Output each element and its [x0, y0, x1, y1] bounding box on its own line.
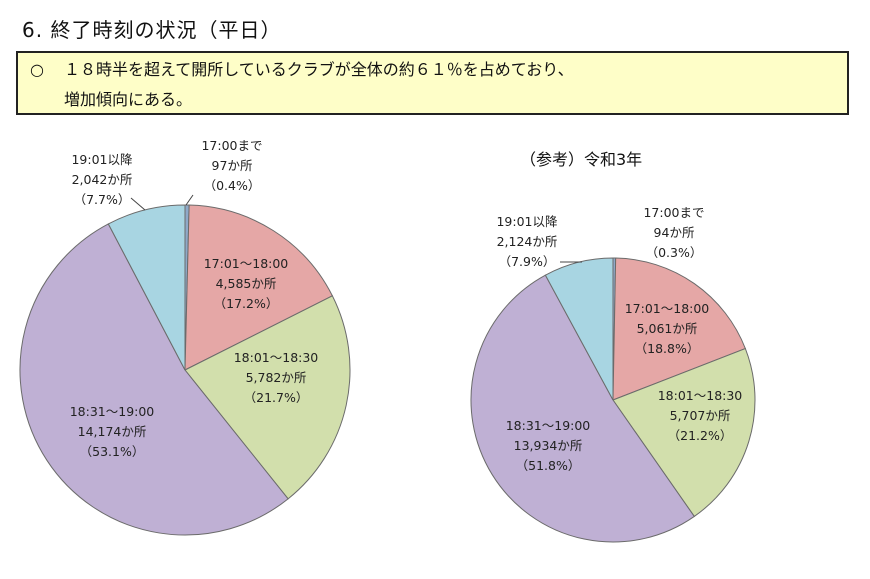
slice-label: 18:01～18:30 5,707か所 （21.2%） [658, 388, 743, 443]
leader-line [130, 197, 146, 211]
pie-slice [19, 223, 289, 536]
slice-label-label: 18:01～18:30 [658, 388, 743, 403]
slice-label: 19:01以降 2,042か所 （7.7%） [71, 152, 133, 207]
leader-line [185, 194, 194, 206]
slice-label-count: 97か所 [212, 158, 253, 173]
slice-label-label: 18:31～19:00 [70, 404, 155, 419]
slice-label-pct: （17.2%） [214, 296, 279, 311]
pie-slice [470, 274, 695, 543]
pie-slice [107, 204, 186, 371]
slice-label-pct: （0.4%） [204, 178, 261, 193]
slice-label-label: 17:00まで [201, 138, 262, 153]
slice-label: 17:01～18:00 5,061か所 （18.8%） [625, 301, 710, 356]
pie-slice [612, 257, 747, 401]
slice-label-pct: （18.8%） [635, 341, 700, 356]
pie-chart-2: 17:00まで 94か所 （0.3%） 17:01～18:00 5,061か所 （18.8… [470, 205, 756, 543]
slice-label-count: 13,934か所 [514, 438, 583, 453]
summary-line-1: １８時半を超えて開所しているクラブが全体の約６１％を占めており、 [64, 60, 574, 79]
slice-label-pct: （7.9%） [499, 254, 556, 269]
slice-label-label: 19:01以降 [71, 152, 133, 167]
slice-label-count: 2,124か所 [497, 234, 558, 249]
slice-label-pct: （21.2%） [668, 428, 733, 443]
slice-label-label: 18:31～19:00 [506, 418, 591, 433]
bullet-circle: ○ [30, 60, 44, 79]
slice-label-pct: （7.7%） [74, 192, 131, 207]
slice-label: 17:00まで 97か所 （0.4%） [201, 138, 262, 193]
pie-slice [184, 204, 334, 371]
slice-label-count: 2,042か所 [72, 172, 133, 187]
slice-label-count: 94か所 [654, 225, 695, 240]
pie-slice [184, 295, 351, 500]
summary-box: ○ １８時半を超えて開所しているクラブが全体の約６１％を占めており、 増加傾向にあ… [16, 51, 849, 115]
slice-label-count: 5,782か所 [246, 370, 307, 385]
slice-label: 18:31～19:00 14,174か所 （53.1%） [70, 404, 155, 459]
slice-label-count: 4,585か所 [216, 276, 277, 291]
slice-label-pct: （53.1%） [80, 444, 145, 459]
slice-label-label: 17:01～18:00 [204, 256, 289, 271]
section-heading: 6. 終了時刻の状況（平日） [22, 18, 282, 42]
slice-label: 18:01～18:30 5,782か所 （21.7%） [234, 350, 319, 405]
slice-label-label: 17:00まで [643, 205, 704, 220]
slice-label-pct: （0.3%） [646, 245, 703, 260]
slice-label: 17:00まで 94か所 （0.3%） [643, 205, 704, 260]
slice-label-pct: （21.7%） [244, 390, 309, 405]
slice-label-pct: （51.8%） [516, 458, 581, 473]
slice-label: 18:31～19:00 13,934か所 （51.8%） [506, 418, 591, 473]
pie-chart-1: 17:00まで 97か所 （0.4%） 17:01～18:00 4,585か所 （17.2… [19, 138, 351, 536]
slice-label-count: 5,707か所 [670, 408, 731, 423]
pie-slice [612, 347, 756, 518]
summary-line-2: 増加傾向にある。 [64, 90, 193, 109]
slice-label-label: 18:01～18:30 [234, 350, 319, 365]
slice-label-label: 19:01以降 [496, 214, 558, 229]
slice-label-label: 17:01～18:00 [625, 301, 710, 316]
slice-label-count: 5,061か所 [637, 321, 698, 336]
slice-label: 19:01以降 2,124か所 （7.9%） [496, 214, 558, 269]
slice-label-count: 14,174か所 [78, 424, 147, 439]
slice-label: 17:01～18:00 4,585か所 （17.2%） [204, 256, 289, 311]
chart-2-title: （参考）令和3年 [520, 150, 643, 169]
